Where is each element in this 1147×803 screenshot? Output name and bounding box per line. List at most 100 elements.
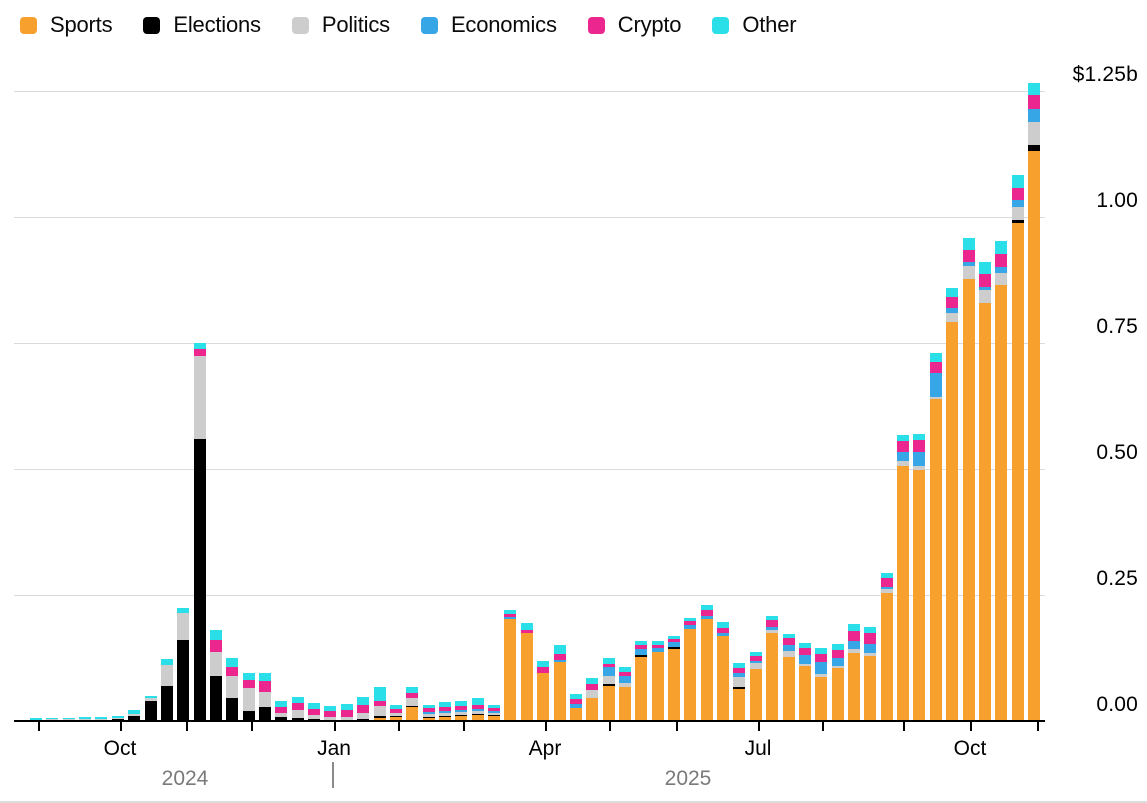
bar-week-40[interactable]: [668, 635, 681, 721]
legend-item-other: Other: [712, 12, 797, 38]
segment-sports: [553, 662, 566, 721]
segment-economics: [717, 632, 730, 636]
bar-week-57[interactable]: [946, 287, 959, 721]
bar-week-13[interactable]: [226, 658, 239, 721]
bar-week-15[interactable]: [259, 672, 272, 721]
segment-crypto: [324, 711, 337, 717]
segment-politics: [340, 716, 353, 720]
segment-crypto: [422, 707, 435, 712]
bar-week-50[interactable]: [831, 643, 844, 721]
segment-other: [537, 661, 550, 668]
bar-week-26[interactable]: [439, 701, 451, 721]
segment-crypto: [831, 649, 844, 658]
bar-week-37[interactable]: [618, 667, 631, 721]
segment-elections: [733, 687, 746, 690]
bar-week-35[interactable]: [586, 678, 599, 721]
bar-week-8[interactable]: [144, 695, 157, 721]
x-axis-tick: [120, 722, 122, 731]
bar-week-29[interactable]: [488, 704, 501, 721]
bar-week-51[interactable]: [848, 624, 860, 721]
bar-week-6[interactable]: [111, 716, 124, 721]
x-axis-tick: [903, 722, 905, 731]
bar-week-45[interactable]: [749, 651, 762, 721]
segment-crypto: [962, 249, 975, 262]
bar-week-7[interactable]: [128, 709, 141, 721]
segment-politics: [95, 718, 108, 720]
y-axis-label: $1.25b: [1072, 63, 1138, 86]
bar-week-48[interactable]: [798, 642, 811, 721]
segment-sports: [618, 687, 631, 721]
legend: Sports Elections Politics Economics Crypto Ot…: [20, 8, 797, 42]
segment-crypto: [520, 629, 533, 633]
segment-economics: [553, 660, 566, 663]
bar-week-12[interactable]: [209, 629, 222, 721]
bar-week-55[interactable]: [913, 433, 926, 721]
bar-week-58[interactable]: [962, 237, 975, 721]
segment-sports: [978, 303, 991, 721]
segment-sports: [406, 706, 419, 721]
bar-week-53[interactable]: [880, 572, 893, 721]
segment-crypto: [504, 614, 517, 618]
gridline: [14, 91, 1045, 92]
bar-week-59[interactable]: [978, 261, 991, 721]
bar-week-25[interactable]: [422, 704, 435, 721]
bar-week-32[interactable]: [537, 661, 550, 721]
segment-crypto: [259, 680, 272, 692]
bar-week-30[interactable]: [504, 610, 517, 721]
bar-week-34[interactable]: [569, 693, 582, 721]
segment-politics: [406, 697, 419, 706]
segment-sports: [389, 716, 402, 721]
bar-week-17[interactable]: [291, 696, 304, 721]
bar-week-28[interactable]: [471, 697, 484, 721]
segment-politics: [242, 687, 255, 711]
bar-week-60[interactable]: [995, 241, 1008, 721]
x-axis-tick: [186, 722, 188, 731]
month-label-jan-1: Jan: [317, 737, 351, 760]
segment-other: [586, 678, 599, 684]
segment-other: [128, 709, 141, 714]
bar-week-18[interactable]: [308, 702, 321, 721]
bar-week-43[interactable]: [717, 622, 730, 721]
bar-week-14[interactable]: [242, 672, 255, 721]
bar-week-61[interactable]: [1011, 174, 1024, 721]
bar-week-41[interactable]: [684, 618, 697, 721]
bar-week-33[interactable]: [553, 644, 566, 721]
bar-week-31[interactable]: [520, 622, 533, 721]
bar-week-39[interactable]: [651, 640, 664, 721]
segment-economics: [880, 586, 893, 589]
bar-week-20[interactable]: [340, 703, 353, 721]
segment-economics: [995, 267, 1008, 274]
bar-week-44[interactable]: [733, 663, 746, 721]
segment-other: [962, 237, 975, 250]
segment-other: [700, 605, 713, 611]
bar-week-54[interactable]: [897, 435, 910, 721]
segment-economics: [602, 667, 615, 677]
bar-week-10[interactable]: [177, 607, 190, 721]
bar-week-36[interactable]: [602, 658, 615, 721]
bar-week-23[interactable]: [389, 704, 402, 721]
bar-week-22[interactable]: [373, 686, 386, 721]
other-swatch-icon: [712, 16, 730, 34]
segment-elections: [275, 716, 288, 721]
bar-week-47[interactable]: [782, 633, 795, 721]
segment-other: [324, 705, 337, 712]
bar-week-16[interactable]: [275, 700, 288, 721]
bar-week-46[interactable]: [766, 616, 779, 721]
bar-week-19[interactable]: [324, 705, 337, 721]
bar-week-24[interactable]: [406, 686, 419, 721]
bar-week-27[interactable]: [455, 700, 468, 721]
bar-week-9[interactable]: [160, 659, 173, 721]
segment-crypto: [684, 621, 697, 625]
bar-week-62[interactable]: [1027, 83, 1040, 721]
bar-week-38[interactable]: [635, 640, 648, 721]
bar-week-21[interactable]: [357, 696, 370, 721]
segment-crypto: [766, 620, 779, 628]
bar-week-52[interactable]: [864, 627, 877, 721]
segment-economics: [1027, 108, 1040, 122]
year-label-2025: 2025: [664, 767, 712, 790]
bar-week-11[interactable]: [193, 343, 206, 721]
bar-week-49[interactable]: [815, 647, 828, 721]
bar-week-56[interactable]: [929, 352, 942, 721]
segment-crypto: [635, 644, 648, 649]
bar-week-42[interactable]: [700, 605, 713, 721]
